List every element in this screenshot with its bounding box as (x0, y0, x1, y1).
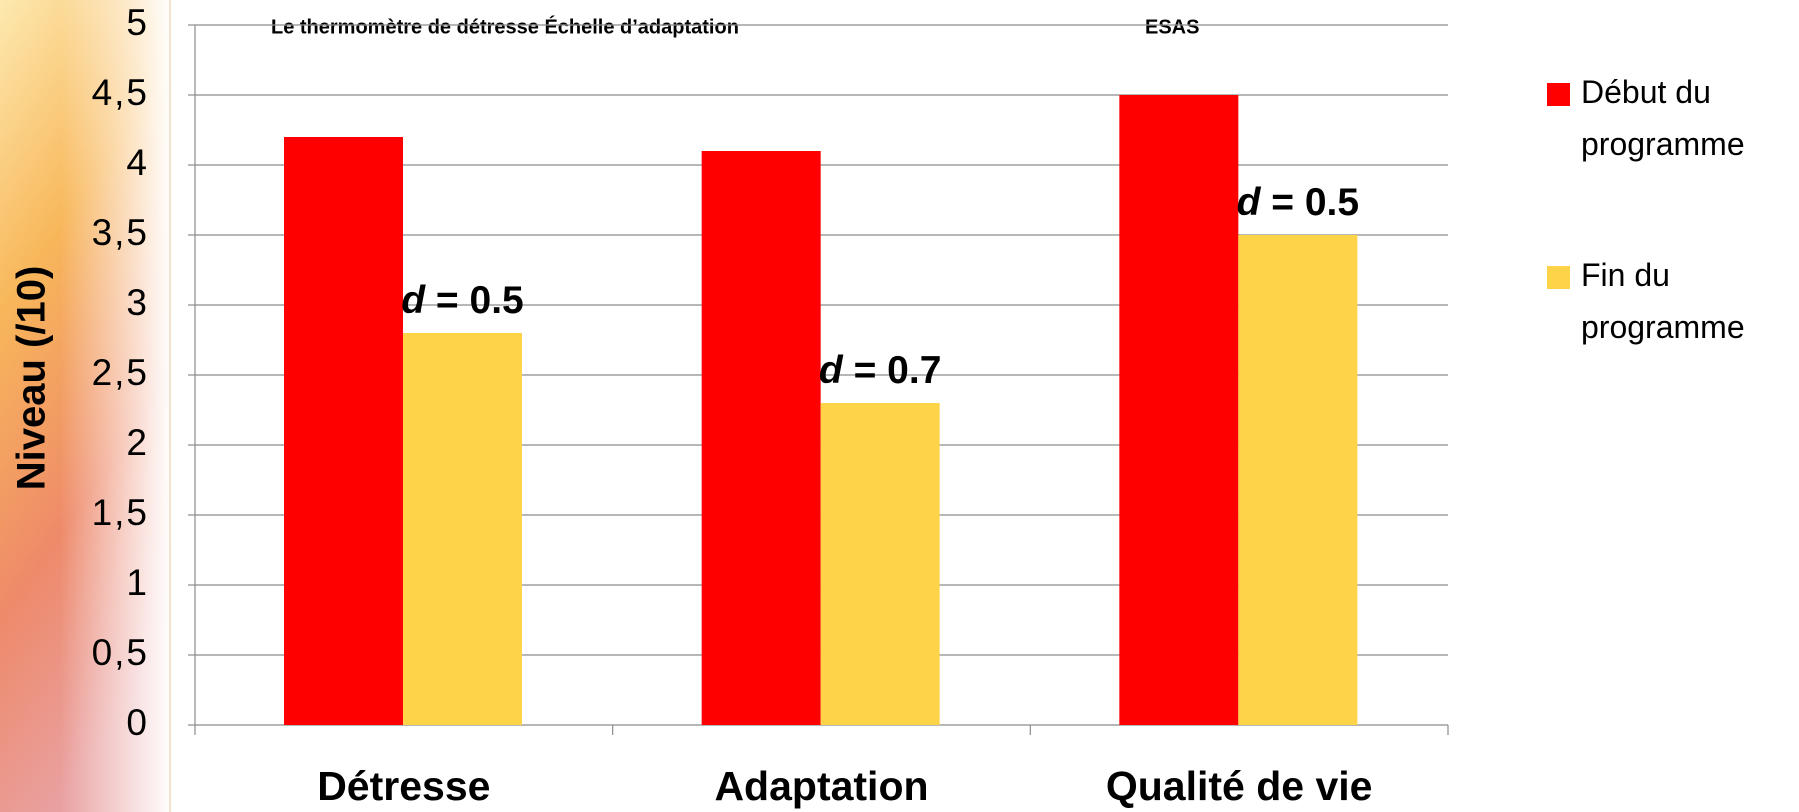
y-tick-label: 0,5 (92, 632, 149, 673)
legend-label: Début du programme (1581, 74, 1745, 162)
x-tick-label: Adaptation (714, 763, 928, 809)
header-box (184, 0, 1584, 52)
y-tick-label: 5 (126, 2, 149, 43)
effect-size-label: d = 0.5 (401, 279, 524, 322)
effect-size-label: d = 0.7 (819, 349, 942, 392)
y-tick-label: 1,5 (92, 492, 149, 533)
y-tick-label: 3,5 (92, 212, 149, 253)
y-tick-label: 2,5 (92, 352, 149, 393)
chart-title: Le thermomètre de détresse Échelle d’ada… (271, 15, 739, 38)
y-tick-label: 0 (126, 702, 149, 743)
y-tick-label: 4 (126, 142, 149, 183)
y-tick-label: 3 (126, 282, 149, 323)
chart-subtitle: ESAS (1145, 16, 1199, 38)
legend-label: Fin du programme (1581, 257, 1745, 345)
legend-swatch (1547, 83, 1570, 106)
y-tick-label: 1 (126, 562, 149, 603)
bar (1238, 235, 1358, 725)
legend-swatch (1547, 266, 1570, 289)
y-axis-label: Niveau (/10) (10, 266, 54, 491)
effect-size-label: d = 0.5 (1237, 181, 1360, 224)
bar (820, 403, 940, 725)
bar (403, 333, 522, 725)
bar (1119, 95, 1239, 725)
x-tick-label: Qualité de vie (1106, 763, 1373, 809)
bar (701, 151, 821, 725)
y-tick-label: 2 (126, 422, 149, 463)
x-tick-label: Détresse (317, 763, 490, 809)
y-tick-label: 4,5 (92, 72, 149, 113)
bar (284, 137, 403, 725)
background-fade (60, 0, 172, 812)
